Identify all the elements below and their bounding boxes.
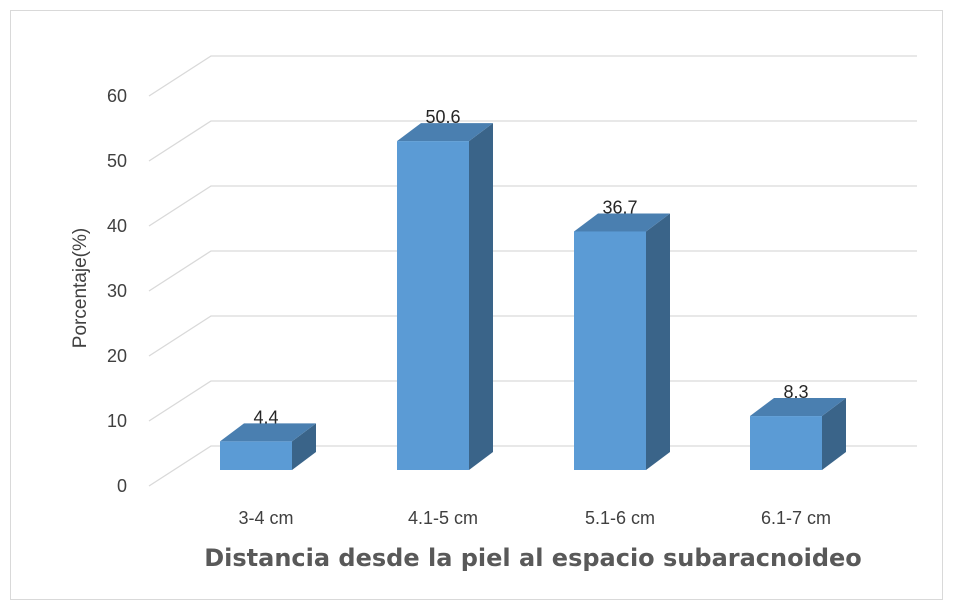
bar-front xyxy=(574,231,646,470)
data-label: 8.3 xyxy=(783,382,808,402)
y-tick-label: 20 xyxy=(107,346,127,366)
x-tick-label: 4.1-5 cm xyxy=(408,508,478,528)
gridline xyxy=(148,445,917,487)
x-tick-label: 3-4 cm xyxy=(238,508,293,528)
gridline xyxy=(148,380,917,422)
bar xyxy=(574,213,670,470)
data-label: 50.6 xyxy=(425,107,460,127)
x-tick-label: 5.1-6 cm xyxy=(585,508,655,528)
data-label: 4.4 xyxy=(253,407,278,427)
y-tick-label: 50 xyxy=(107,151,127,171)
gridline xyxy=(148,55,917,97)
y-tick-label: 30 xyxy=(107,281,127,301)
gridline xyxy=(148,250,917,292)
y-tick-label: 40 xyxy=(107,216,127,236)
x-axis-title: Distancia desde la piel al espacio subar… xyxy=(204,544,862,572)
bar xyxy=(397,123,493,470)
bar xyxy=(750,398,846,470)
bar-side xyxy=(646,213,670,470)
bar-side xyxy=(292,423,316,470)
y-axis-ticks: 0 10 20 30 40 50 60 xyxy=(107,86,127,496)
bar-front xyxy=(750,416,822,470)
bar xyxy=(220,423,316,470)
x-axis-ticks: 3-4 cm 4.1-5 cm 5.1-6 cm 6.1-7 cm xyxy=(238,508,831,528)
y-axis-title: Porcentaje(%) xyxy=(70,228,91,348)
gridline xyxy=(148,315,917,357)
bar-side xyxy=(469,123,493,470)
bar-top xyxy=(574,213,670,232)
gridline xyxy=(148,185,917,227)
bar-top xyxy=(220,423,316,442)
y-tick-label: 60 xyxy=(107,86,127,106)
bar-side xyxy=(822,398,846,470)
y-tick-label: 10 xyxy=(107,411,127,431)
bars: 4.4 50.6 36.7 8.3 xyxy=(220,107,846,470)
data-label: 36.7 xyxy=(602,197,637,217)
bar-front xyxy=(220,441,292,470)
gridlines xyxy=(148,55,917,487)
bar-top xyxy=(750,398,846,417)
bar-front xyxy=(397,141,469,470)
gridline xyxy=(148,120,917,162)
x-tick-label: 6.1-7 cm xyxy=(761,508,831,528)
bar-top xyxy=(397,123,493,142)
y-tick-label: 0 xyxy=(117,476,127,496)
